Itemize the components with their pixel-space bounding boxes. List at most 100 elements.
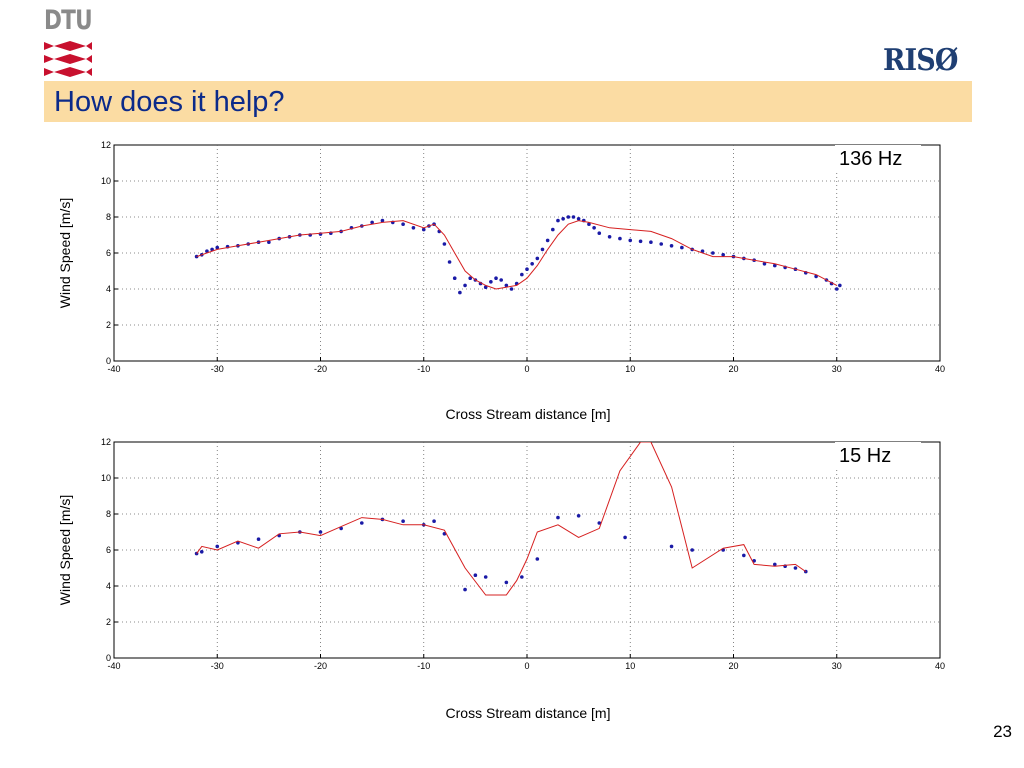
data-point: [318, 530, 323, 534]
y-tick-label: 4: [106, 581, 111, 591]
data-point: [773, 562, 777, 567]
y-tick-label: 10: [101, 473, 111, 483]
data-point: [199, 550, 204, 554]
data-point: [473, 573, 478, 577]
chart-136hz: -40 -30 -20 -10 0 10 20 30 40 0 2 4 6 8 10 12 Wind Speed…: [57, 140, 945, 374]
chart-15hz: -40 -30 -20 -10 0 10 20 30 40 0 2 4 6 8 10 12 Wind Speed…: [57, 437, 945, 671]
data-point: [494, 276, 498, 280]
x-tick-label: -40: [107, 364, 120, 374]
x-tick-label: 10: [625, 661, 635, 671]
data-point: [540, 247, 545, 252]
data-point: [566, 215, 571, 219]
y-tick-label: 0: [106, 653, 111, 663]
data-point: [556, 218, 560, 223]
data-point: [571, 215, 576, 219]
data-point: [421, 227, 426, 232]
data-point: [483, 575, 488, 579]
freq-annotation: 15 Hz: [839, 445, 891, 467]
data-point: [411, 226, 416, 230]
data-point: [607, 235, 612, 239]
x-tick-label: -10: [417, 661, 430, 671]
data-point: [205, 249, 209, 253]
data-point: [545, 238, 550, 243]
y-axis-label: Wind Speed [m/s]: [57, 495, 73, 606]
annotation-bg: [835, 442, 921, 468]
data-point: [360, 521, 364, 525]
y-tick-label: 2: [106, 617, 111, 627]
data-point: [669, 544, 674, 549]
data-point: [442, 532, 447, 536]
data-point: [525, 267, 529, 271]
data-point: [576, 217, 581, 221]
page-number: 23: [993, 722, 1012, 741]
y-tick-label: 6: [106, 248, 111, 258]
x-tick-label: -30: [211, 364, 224, 374]
data-point: [793, 566, 798, 570]
data-point: [458, 290, 462, 295]
dtu-logo-text: DTU: [44, 5, 93, 36]
x-tick-label: 40: [935, 364, 945, 374]
data-point: [535, 256, 540, 261]
data-point: [489, 280, 493, 284]
data-point: [215, 544, 220, 549]
dtu-logo: DTU: [44, 6, 96, 78]
data-point: [838, 283, 842, 288]
x-tick-label: 10: [625, 364, 635, 374]
data-point: [447, 260, 452, 264]
data-point: [576, 514, 581, 518]
x-tick-label: 30: [832, 364, 842, 374]
data-point: [592, 226, 596, 230]
data-point: [499, 278, 503, 282]
data-point: [468, 276, 473, 280]
data-point: [618, 236, 622, 241]
data-point: [442, 242, 447, 246]
data-point: [504, 580, 509, 585]
data-point: [834, 287, 839, 291]
slide-title: How does it help?: [54, 86, 285, 118]
data-point: [452, 276, 457, 280]
data-point: [742, 553, 746, 558]
y-tick-label: 4: [106, 284, 111, 294]
data-point: [210, 247, 214, 252]
data-point: [535, 557, 540, 561]
series-line: [196, 220, 838, 290]
y-tick-label: 8: [106, 509, 111, 519]
x-tick-label: -20: [314, 364, 327, 374]
y-axis-label: Wind Speed [m/s]: [57, 198, 73, 309]
data-point: [711, 251, 715, 255]
x-tick-label: 20: [728, 364, 738, 374]
y-tick-label: 6: [106, 545, 111, 555]
y-tick-label: 0: [106, 356, 111, 366]
data-point: [762, 262, 767, 266]
data-point: [401, 222, 405, 226]
dtu-logo-mark-icon: [44, 41, 92, 77]
data-point: [628, 238, 633, 243]
x-axis-label-15hz: Cross Stream distance [m]: [445, 705, 611, 721]
freq-annotation: 136 Hz: [839, 148, 902, 170]
data-point: [690, 548, 694, 552]
x-axis-label-136hz: Cross Stream distance [m]: [445, 406, 611, 422]
x-tick-label: 0: [524, 661, 529, 671]
data-point: [561, 217, 565, 221]
data-point: [530, 262, 534, 266]
data-point: [597, 521, 602, 525]
data-point: [638, 239, 643, 244]
x-tick-label: -20: [314, 661, 327, 671]
data-point: [520, 575, 524, 579]
data-point: [520, 272, 524, 277]
data-point: [623, 535, 627, 540]
annotation-bg: [835, 145, 921, 171]
data-point: [370, 220, 374, 225]
data-point: [556, 515, 560, 520]
data-point: [483, 285, 488, 289]
data-point: [380, 218, 385, 223]
x-tick-label: 20: [728, 661, 738, 671]
title-bar: How does it help?: [44, 81, 972, 122]
data-point: [267, 240, 271, 244]
x-tick-label: -10: [417, 364, 430, 374]
data-point: [551, 227, 555, 232]
y-tick-label: 12: [101, 437, 111, 447]
data-point: [509, 287, 514, 291]
data-point: [504, 283, 509, 288]
data-point: [256, 537, 261, 541]
